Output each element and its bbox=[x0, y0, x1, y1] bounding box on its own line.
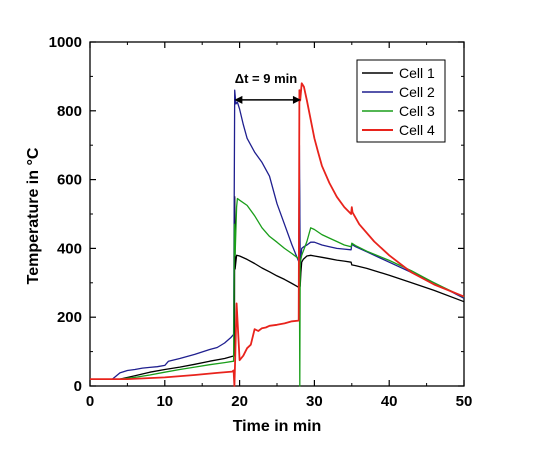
axes: 0 10 20 30 40 50 0 200 400 600 800 1000 bbox=[49, 34, 473, 410]
delta-t-arrowhead-left bbox=[234, 95, 243, 104]
series-line-2 bbox=[90, 89, 465, 380]
series-layer bbox=[90, 82, 465, 387]
legend-label: Cell 2 bbox=[399, 84, 435, 100]
legend: Cell 1 Cell 2 Cell 3 Cell 4 bbox=[356, 59, 446, 143]
y-tick-label: 200 bbox=[57, 309, 82, 326]
y-tick-label: 400 bbox=[57, 240, 82, 257]
x-tick-label: 10 bbox=[156, 393, 173, 410]
series-line-4 bbox=[90, 82, 465, 387]
y-tick-label: 600 bbox=[57, 172, 82, 189]
y-tick-label: 1000 bbox=[49, 34, 82, 51]
x-tick-label: 40 bbox=[381, 393, 398, 410]
legend-label: Cell 3 bbox=[399, 103, 435, 119]
legend-label: Cell 4 bbox=[399, 122, 435, 138]
series-line-3 bbox=[90, 197, 465, 387]
delta-t-annotation: Δt = 9 min bbox=[234, 71, 301, 104]
x-tick-label: 20 bbox=[231, 393, 248, 410]
x-tick-label: 30 bbox=[306, 393, 323, 410]
y-tick-label: 0 bbox=[74, 378, 82, 395]
x-tick-label: 50 bbox=[456, 393, 473, 410]
x-axis-title: Time in min bbox=[233, 418, 322, 435]
y-axis-title: Temperature in °C bbox=[25, 147, 42, 284]
y-tick-label: 800 bbox=[57, 103, 82, 120]
legend-label: Cell 1 bbox=[399, 65, 435, 81]
x-tick-label: 0 bbox=[86, 393, 94, 410]
delta-t-label: Δt = 9 min bbox=[235, 71, 298, 86]
series-line-1 bbox=[90, 178, 465, 380]
delta-t-arrowhead-right bbox=[292, 95, 301, 104]
